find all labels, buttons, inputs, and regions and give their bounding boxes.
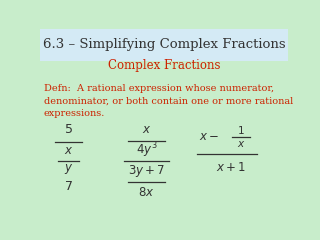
Text: $4y^3$: $4y^3$ — [136, 140, 157, 160]
Text: $x-$: $x-$ — [198, 130, 219, 144]
Text: $3y+7$: $3y+7$ — [128, 163, 165, 179]
Text: $8x$: $8x$ — [138, 186, 155, 199]
Text: 6.3 – Simplifying Complex Fractions: 6.3 – Simplifying Complex Fractions — [43, 38, 285, 51]
Text: Defn:  A rational expression whose numerator,
denominator, or both contain one o: Defn: A rational expression whose numera… — [44, 84, 293, 118]
Text: $7$: $7$ — [64, 180, 73, 193]
Text: $y$: $y$ — [64, 162, 73, 176]
Text: Complex Fractions: Complex Fractions — [108, 59, 220, 72]
Text: $x$: $x$ — [142, 123, 151, 136]
Text: $x$: $x$ — [236, 139, 245, 149]
FancyBboxPatch shape — [40, 29, 288, 61]
Text: $x+1$: $x+1$ — [216, 161, 246, 174]
Text: $x$: $x$ — [64, 144, 73, 157]
Text: $5$: $5$ — [64, 123, 73, 136]
Text: $1$: $1$ — [237, 124, 245, 136]
